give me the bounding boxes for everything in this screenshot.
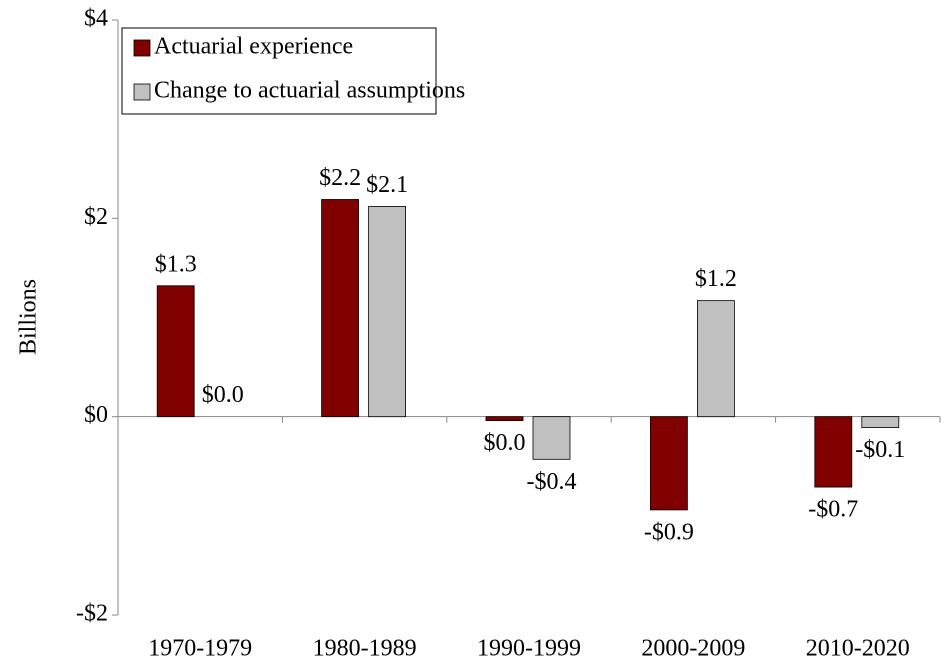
bar	[861, 416, 900, 428]
data-label: $0.0	[202, 382, 244, 408]
x-tick-label: 2000-2009	[641, 636, 745, 662]
y-axis-label: Billions	[16, 279, 42, 355]
legend-box	[121, 27, 437, 115]
data-label: $1.2	[695, 266, 737, 292]
data-label: $0.0	[484, 430, 526, 456]
bar	[814, 416, 853, 488]
legend-label: Change to actuarial assumptions	[154, 78, 465, 104]
y-tick-label: $0	[84, 402, 108, 428]
data-label: $1.3	[155, 251, 197, 277]
x-tick-label: 1970-1979	[148, 636, 252, 662]
bar	[697, 300, 735, 418]
x-tick-label: 1990-1999	[477, 636, 581, 662]
bar	[321, 199, 360, 418]
y-tick-label: $4	[84, 6, 108, 32]
bar	[650, 416, 688, 511]
data-label: $2.1	[366, 172, 408, 198]
data-label: -$0.7	[808, 497, 858, 523]
y-tick-label: $2	[84, 204, 108, 230]
legend-swatch	[133, 83, 151, 101]
y-tick-label: -$2	[76, 601, 108, 627]
bar	[485, 416, 524, 422]
data-label: -$0.1	[855, 437, 905, 463]
bar	[532, 416, 571, 460]
bar	[156, 285, 195, 418]
x-tick-label: 2010-2020	[806, 636, 910, 662]
data-label: -$0.9	[644, 519, 694, 545]
data-label: -$0.4	[527, 469, 577, 495]
legend-label: Actuarial experience	[154, 34, 353, 60]
bar	[368, 206, 407, 418]
x-tick-label: 1980-1989	[313, 636, 417, 662]
legend-swatch	[133, 39, 151, 57]
data-label: $2.2	[319, 165, 361, 191]
